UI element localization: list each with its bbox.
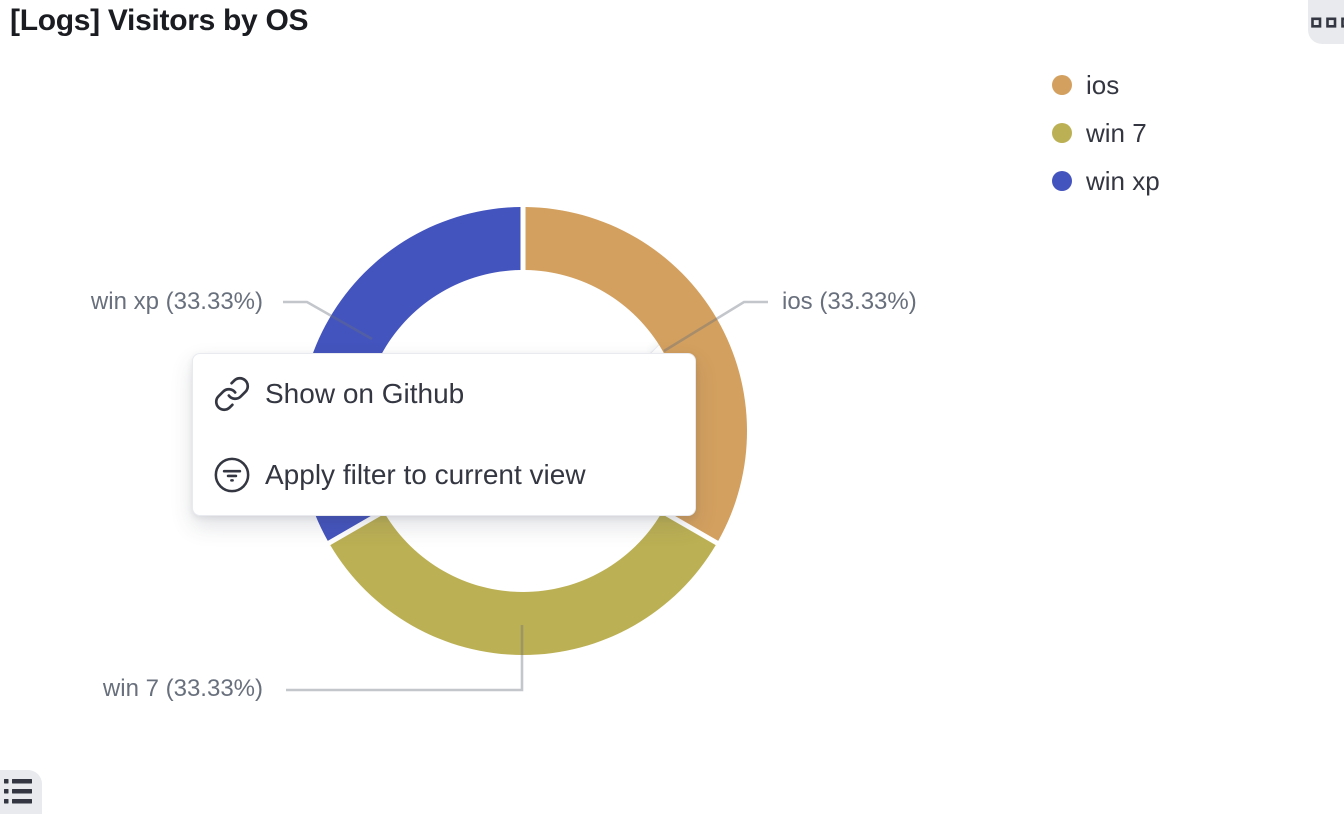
menu-item-apply-filter[interactable]: Apply filter to current view — [193, 435, 695, 516]
leader-line-win-7 — [286, 625, 524, 692]
menu-item-label: Show on Github — [265, 378, 465, 410]
legend-dot-ios — [1052, 75, 1072, 95]
legend-item-win-7[interactable]: win 7 — [1052, 120, 1160, 146]
menu-item-label: Apply filter to current view — [265, 458, 586, 490]
leader-line-win-xp — [283, 300, 373, 341]
panel-options-button[interactable] — [1308, 0, 1344, 44]
menu-item-show-on-github[interactable]: Show on Github — [193, 354, 695, 435]
boxes-horizontal-icon — [1311, 17, 1344, 28]
filter-in-circle-icon — [214, 457, 250, 493]
slice-label-win-xp: win xp (33.33%) — [90, 288, 263, 315]
legend-item-ios[interactable]: ios — [1052, 72, 1160, 98]
legend-toggle-button[interactable] — [0, 770, 42, 814]
legend-dot-win-7 — [1052, 123, 1072, 143]
chart-legend: ios win 7 win xp — [1052, 72, 1160, 194]
context-menu: Show on Github Apply filter to current v… — [192, 338, 696, 516]
slice-label-win-7: win 7 (33.33%) — [102, 675, 263, 702]
list-icon — [4, 779, 32, 804]
panel-title: [Logs] Visitors by OS — [10, 4, 309, 37]
link-icon — [214, 377, 250, 412]
slice-label-ios: ios (33.33%) — [782, 288, 917, 315]
legend-item-win-xp[interactable]: win xp — [1052, 168, 1160, 194]
leader-line-ios — [663, 300, 768, 353]
legend-dot-win-xp — [1052, 171, 1072, 191]
legend-label: win xp — [1086, 166, 1160, 196]
legend-label: ios — [1086, 70, 1120, 100]
donut-slice-win-7[interactable] — [330, 513, 716, 656]
legend-label: win 7 — [1086, 118, 1147, 148]
